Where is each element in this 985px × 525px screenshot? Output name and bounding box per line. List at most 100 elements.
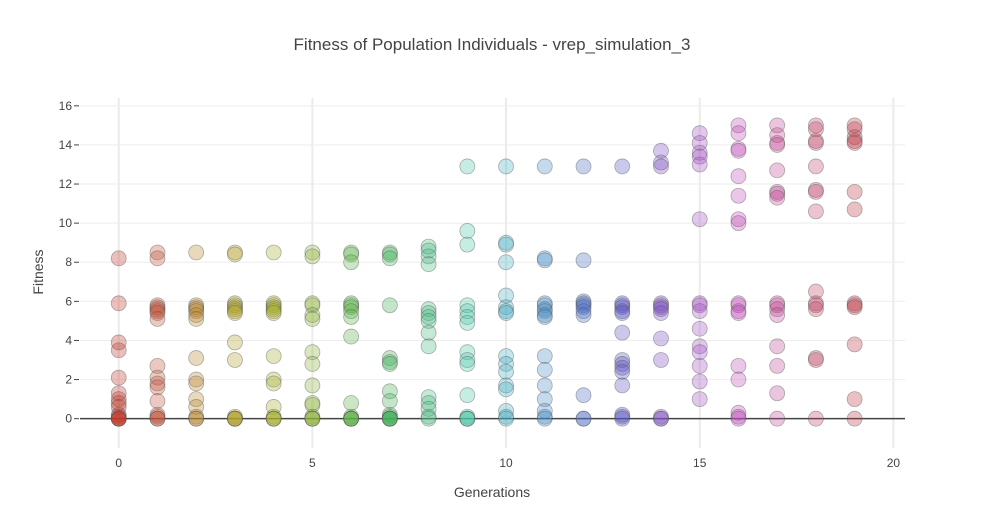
data-point: [730, 410, 747, 427]
data-point: [536, 307, 553, 323]
data-point: [536, 295, 553, 312]
y-tick-label: 16: [59, 99, 73, 113]
data-point: [691, 135, 708, 151]
y-axis-ticks: 0 2 4 6 8 10 12 14 16: [59, 99, 79, 426]
data-point: [110, 410, 127, 427]
data-point: [614, 363, 631, 380]
data-point: [304, 307, 321, 323]
data-point: [536, 408, 553, 425]
data-point: [420, 400, 437, 417]
data-point: [691, 391, 708, 408]
data-point: [769, 295, 786, 312]
data-point: [149, 375, 166, 392]
data-point: [730, 140, 747, 157]
data-point: [265, 399, 282, 415]
data-point: [808, 283, 824, 300]
data-point: [420, 256, 437, 273]
data-point: [769, 189, 786, 206]
data-point: [265, 410, 282, 427]
data-point: [110, 391, 127, 408]
data-point: [614, 324, 631, 341]
data-point: [381, 354, 398, 370]
data-point: [653, 142, 669, 159]
data-point: [614, 303, 631, 320]
data-point: [536, 391, 553, 408]
data-point: [110, 410, 127, 427]
data-point: [381, 393, 398, 409]
data-point: [808, 181, 824, 198]
data-point: [846, 183, 863, 200]
data-point: [691, 125, 708, 142]
x-tick-label: 15: [693, 456, 707, 470]
data-point: [149, 408, 166, 425]
data-point: [846, 297, 863, 314]
data-point: [498, 303, 514, 320]
data-point: [808, 183, 824, 200]
data-point: [614, 410, 631, 427]
data-point: [846, 129, 863, 146]
data-point: [808, 297, 824, 314]
data-point: [265, 295, 282, 312]
data-point: [381, 410, 398, 427]
data-point: [575, 295, 592, 312]
data-point: [459, 314, 476, 331]
data-point: [614, 356, 631, 372]
data-point: [769, 162, 786, 179]
data-point: [420, 301, 437, 318]
data-point: [265, 301, 282, 318]
data-point: [459, 297, 476, 314]
data-point: [381, 410, 398, 427]
data-point: [381, 350, 398, 366]
data-point: [304, 395, 321, 411]
data-point: [575, 158, 592, 175]
data-point: [536, 158, 553, 175]
data-point: [691, 373, 708, 390]
data-point: [227, 410, 243, 427]
data-point: [769, 338, 786, 355]
data-point: [536, 301, 553, 318]
data-point: [381, 406, 398, 423]
data-point: [653, 410, 669, 427]
data-point: [575, 387, 592, 404]
data-point: [343, 246, 360, 263]
data-point: [730, 357, 747, 374]
data-point: [343, 410, 360, 427]
data-point: [614, 299, 631, 316]
data-point: [691, 156, 708, 173]
data-point: [769, 297, 786, 314]
data-point: [691, 344, 708, 361]
data-point: [808, 301, 824, 318]
data-point: [653, 408, 669, 425]
data-point: [614, 377, 631, 394]
data-point: [227, 244, 243, 261]
data-point: [498, 408, 514, 425]
data-point: [188, 307, 205, 323]
data-point: [730, 125, 747, 142]
data-point: [227, 301, 243, 318]
data-point: [614, 406, 631, 423]
data-point: [265, 348, 282, 365]
data-point: [808, 410, 824, 427]
data-point: [498, 287, 514, 304]
data-point: [304, 244, 321, 261]
data-point: [265, 244, 282, 261]
data-point: [188, 371, 205, 388]
data-point: [110, 334, 127, 351]
data-point: [304, 397, 321, 413]
y-tick-label: 4: [65, 333, 72, 347]
data-point: [769, 410, 786, 427]
data-point: [227, 305, 243, 321]
data-point: [227, 410, 243, 427]
data-point: [691, 295, 708, 312]
data-point: [730, 187, 747, 204]
data-point: [653, 299, 669, 316]
data-point: [343, 254, 360, 271]
data-point: [459, 410, 476, 427]
data-point: [304, 377, 321, 394]
data-point: [188, 303, 205, 320]
data-point: [730, 142, 747, 159]
data-point: [149, 305, 166, 321]
data-point: [730, 295, 747, 312]
data-point: [498, 410, 514, 427]
